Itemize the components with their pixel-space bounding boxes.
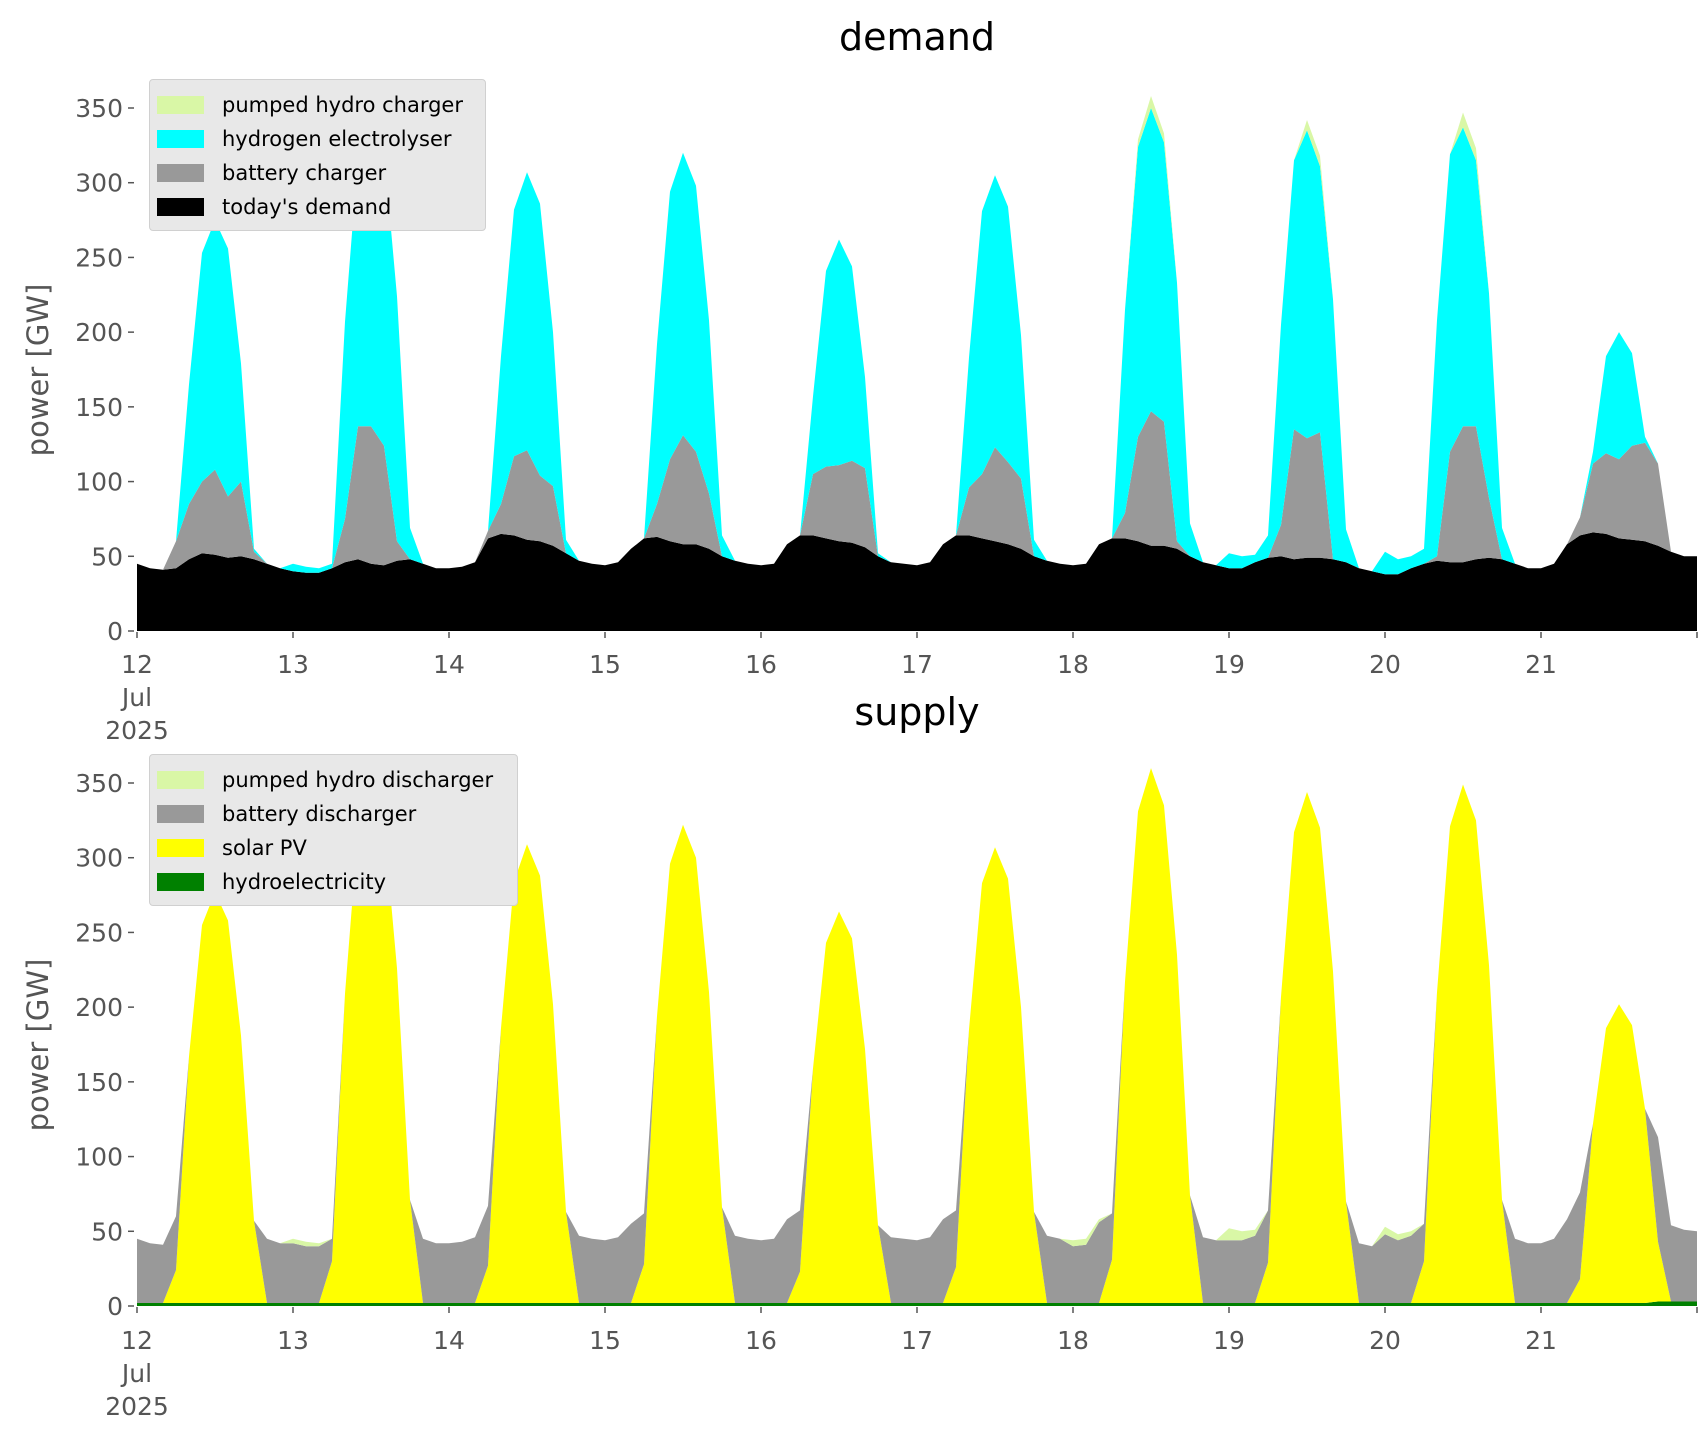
x-tick-label: 12 [121, 650, 153, 679]
x-tick-label: Jul [120, 1359, 152, 1388]
y-tick-label: 0 [107, 617, 123, 646]
legend-item-battery-charger: battery charger [157, 156, 477, 190]
x-tick-label: 19 [1213, 1326, 1245, 1355]
legend-swatch [157, 198, 204, 216]
x-tick-label: 15 [589, 650, 621, 679]
supply-panel: supply power [GW] 0 50 100 150 200 250 300 350 1… [21, 690, 1698, 1421]
legend-item-pumped-hydro-discharger: pumped hydro discharger [157, 763, 509, 797]
hydrogen-electrolyser-area [137, 108, 1697, 575]
supply-areas [137, 768, 1697, 1306]
legend-swatch [157, 873, 204, 891]
y-tick-label: 250 [75, 918, 123, 947]
legend-label: battery discharger [222, 802, 417, 826]
legend-swatch [157, 164, 204, 182]
x-tick-label: 2025 [105, 1392, 169, 1421]
y-tick-label: 100 [75, 468, 123, 497]
x-tick-label: 20 [1369, 1326, 1401, 1355]
x-tick-label: 20 [1369, 650, 1401, 679]
legend-label: today's demand [222, 195, 392, 219]
y-tick-label: 0 [107, 1292, 123, 1321]
x-tick-label: 15 [589, 1326, 621, 1355]
demand-title: demand [839, 15, 995, 59]
hydroelectricity-area [137, 1301, 1697, 1306]
legend-swatch [157, 805, 204, 823]
solar-pv-area [137, 768, 1697, 1303]
x-tick-label: 12 [121, 1326, 153, 1355]
y-tick-label: 150 [75, 393, 123, 422]
demand-legend: pumped hydro charger hydrogen electrolyse… [149, 79, 486, 231]
x-tick-label: 17 [901, 650, 933, 679]
demand-y-axis-label: power [GW] [21, 284, 55, 457]
y-tick-label: 50 [91, 542, 123, 571]
legend-label: pumped hydro discharger [222, 768, 494, 792]
x-tick-label: 18 [1057, 650, 1089, 679]
legend-label: pumped hydro charger [222, 93, 463, 117]
legend-label: battery charger [222, 161, 387, 185]
legend-swatch [157, 96, 204, 114]
y-tick-label: 350 [75, 769, 123, 798]
x-tick-label: 13 [277, 650, 309, 679]
y-tick-label: 250 [75, 243, 123, 272]
legend-item-pumped-hydro-charger: pumped hydro charger [157, 88, 477, 122]
battery-charger-area [137, 411, 1697, 575]
x-tick-label: 2025 [105, 716, 169, 745]
y-tick-label: 200 [75, 993, 123, 1022]
demand-panel: demand power [GW] 0 50 100 150 200 250 300 350 1… [21, 15, 1698, 745]
y-tick-label: 200 [75, 318, 123, 347]
demand-axes: 0 50 100 150 200 250 300 350 12 Jul 2025 13 14 15 16 17… [75, 94, 1698, 745]
y-tick-label: 50 [91, 1217, 123, 1246]
x-tick-label: 18 [1057, 1326, 1089, 1355]
x-tick-label: 21 [1525, 650, 1557, 679]
today-s-demand-area [137, 532, 1697, 631]
y-tick-label: 150 [75, 1068, 123, 1097]
supply-y-axis-label: power [GW] [21, 959, 55, 1132]
x-tick-label: 13 [277, 1326, 309, 1355]
legend-item-battery-discharger: battery discharger [157, 797, 509, 831]
x-tick-label: 14 [433, 650, 465, 679]
x-tick-label: Jul [120, 683, 152, 712]
legend-swatch [157, 771, 204, 789]
legend-label: hydrogen electrolyser [222, 127, 452, 151]
x-tick-label: 14 [433, 1326, 465, 1355]
x-tick-label: 17 [901, 1326, 933, 1355]
legend-label: solar PV [222, 836, 307, 860]
legend-swatch [157, 130, 204, 148]
y-tick-label: 300 [75, 169, 123, 198]
battery-discharger-area [137, 768, 1697, 1303]
supply-title: supply [854, 690, 979, 734]
y-tick-label: 350 [75, 94, 123, 123]
legend-item-hydrogen-electrolyser: hydrogen electrolyser [157, 122, 477, 156]
x-tick-label: 16 [745, 650, 777, 679]
demand-areas [137, 96, 1697, 631]
legend-label: hydroelectricity [222, 870, 387, 894]
x-tick-label: 19 [1213, 650, 1245, 679]
legend-item-solar-pv: solar PV [157, 831, 509, 865]
legend-swatch [157, 839, 204, 857]
supply-axes: 0 50 100 150 200 250 300 350 12 Jul 2025 13 14 15 16 17… [75, 769, 1698, 1421]
legend-item-hydroelectricity: hydroelectricity [157, 865, 509, 899]
x-tick-label: 16 [745, 1326, 777, 1355]
legend-item-today-s-demand: today's demand [157, 190, 477, 224]
y-tick-label: 300 [75, 844, 123, 873]
x-tick-label: 21 [1525, 1326, 1557, 1355]
supply-legend: pumped hydro discharger battery discharge… [149, 754, 518, 906]
y-tick-label: 100 [75, 1143, 123, 1172]
